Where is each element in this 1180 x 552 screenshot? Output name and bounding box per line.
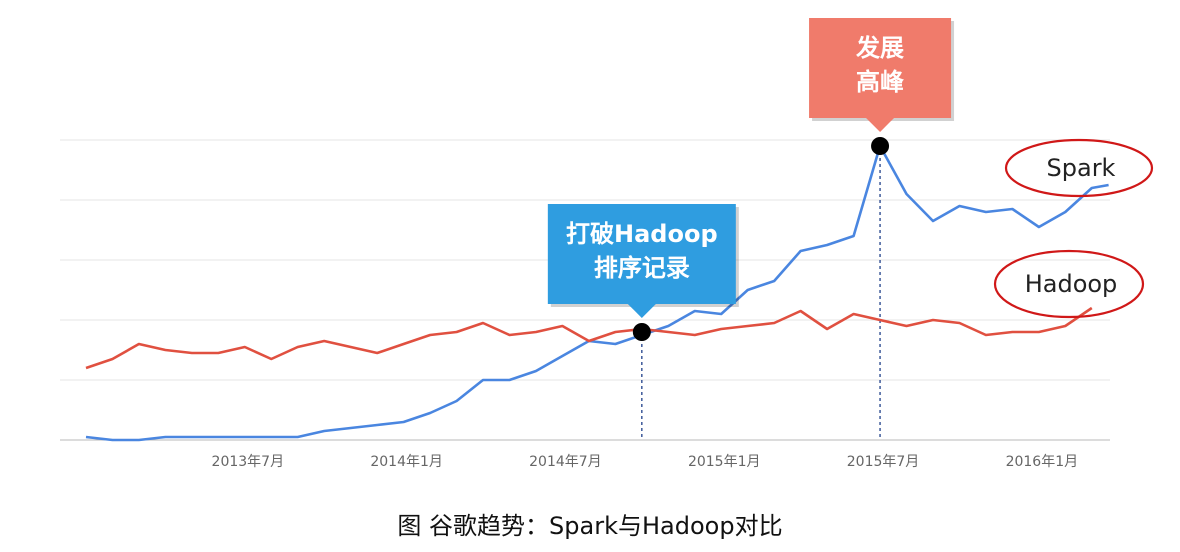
x-axis: 2013年7月 2014年1月 2014年7月 2015年1月 2015年7月 2016年…: [212, 454, 1079, 470]
series-label: Spark: [1047, 154, 1116, 182]
figure-caption: 图 谷歌趋势：Spark与Hadoop对比: [397, 512, 783, 540]
callout-text: 打破Hadoop: [566, 220, 718, 248]
annotation-markers: [632, 137, 890, 341]
callout-rect: [809, 18, 952, 118]
callout-text: 发展: [855, 34, 904, 62]
series-labels: Spark Hadoop: [993, 138, 1154, 319]
callout-pointer: [866, 118, 895, 132]
series-label-ring: [993, 249, 1145, 319]
series-label: Hadoop: [1025, 270, 1118, 298]
series-lines: [85, 144, 1109, 442]
series-line-hadoop: [85, 306, 1093, 370]
series-line-spark: [85, 144, 1109, 442]
x-tick-label: 2014年7月: [529, 454, 602, 470]
callout-box: 打破Hadoop 排序记录: [547, 204, 739, 318]
x-tick-label: 2015年1月: [688, 454, 761, 470]
x-tick-label: 2013年7月: [212, 454, 285, 470]
x-tick-label: 2015年7月: [847, 454, 920, 470]
callout-text: 排序记录: [594, 254, 690, 282]
annotation-marker: [632, 323, 651, 341]
x-tick-label: 2014年1月: [370, 454, 443, 470]
gridlines: [60, 139, 1110, 441]
trend-chart: 2013年7月 2014年1月 2014年7月 2015年1月 2015年7月 2016年…: [60, 18, 1154, 470]
series-label-ring: [1004, 138, 1154, 198]
annotation-guides: [641, 146, 881, 440]
callout-pointer: [627, 304, 656, 318]
annotation-marker: [871, 137, 890, 155]
x-tick-label: 2016年1月: [1006, 454, 1079, 470]
callout-rect: [547, 204, 736, 304]
callout-text: 高峰: [856, 68, 904, 96]
